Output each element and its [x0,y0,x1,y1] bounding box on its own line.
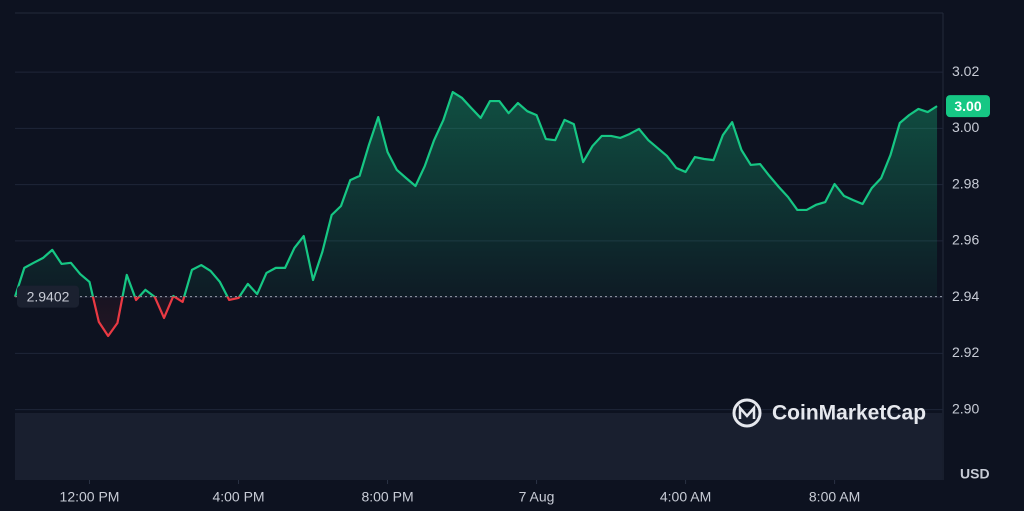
baseline-label: 2.9402 [27,288,70,304]
watermark-text: CoinMarketCap [772,402,926,425]
y-tick-label: 2.94 [952,288,979,304]
x-tick-label: 7 Aug [519,489,555,505]
x-tick-label: 4:00 PM [212,489,264,505]
y-tick-label: 2.96 [952,232,979,248]
x-tick-label: 12:00 PM [60,489,120,505]
logo [732,398,762,428]
x-tick-label: 8:00 AM [809,489,860,505]
volume-backdrop [15,413,942,480]
y-tick-label: 2.90 [952,400,979,416]
logo-mark [738,404,756,419]
price-line [13,90,938,338]
y-tick-label: 3.00 [952,119,979,135]
area [15,92,938,336]
y-unit: USD [960,466,990,482]
current-price-tag [946,95,990,118]
y-tick-label: 3.02 [952,63,979,79]
current-price-label: 3.00 [954,98,981,114]
x-tick-label: 8:00 PM [361,489,413,505]
baseline-label-box [17,285,79,308]
x-tick-label: 4:00 AM [660,489,711,505]
y-tick-label: 2.92 [952,344,979,360]
y-tick-label: 2.98 [952,175,979,191]
watermark: CoinMarketCap [732,398,926,428]
